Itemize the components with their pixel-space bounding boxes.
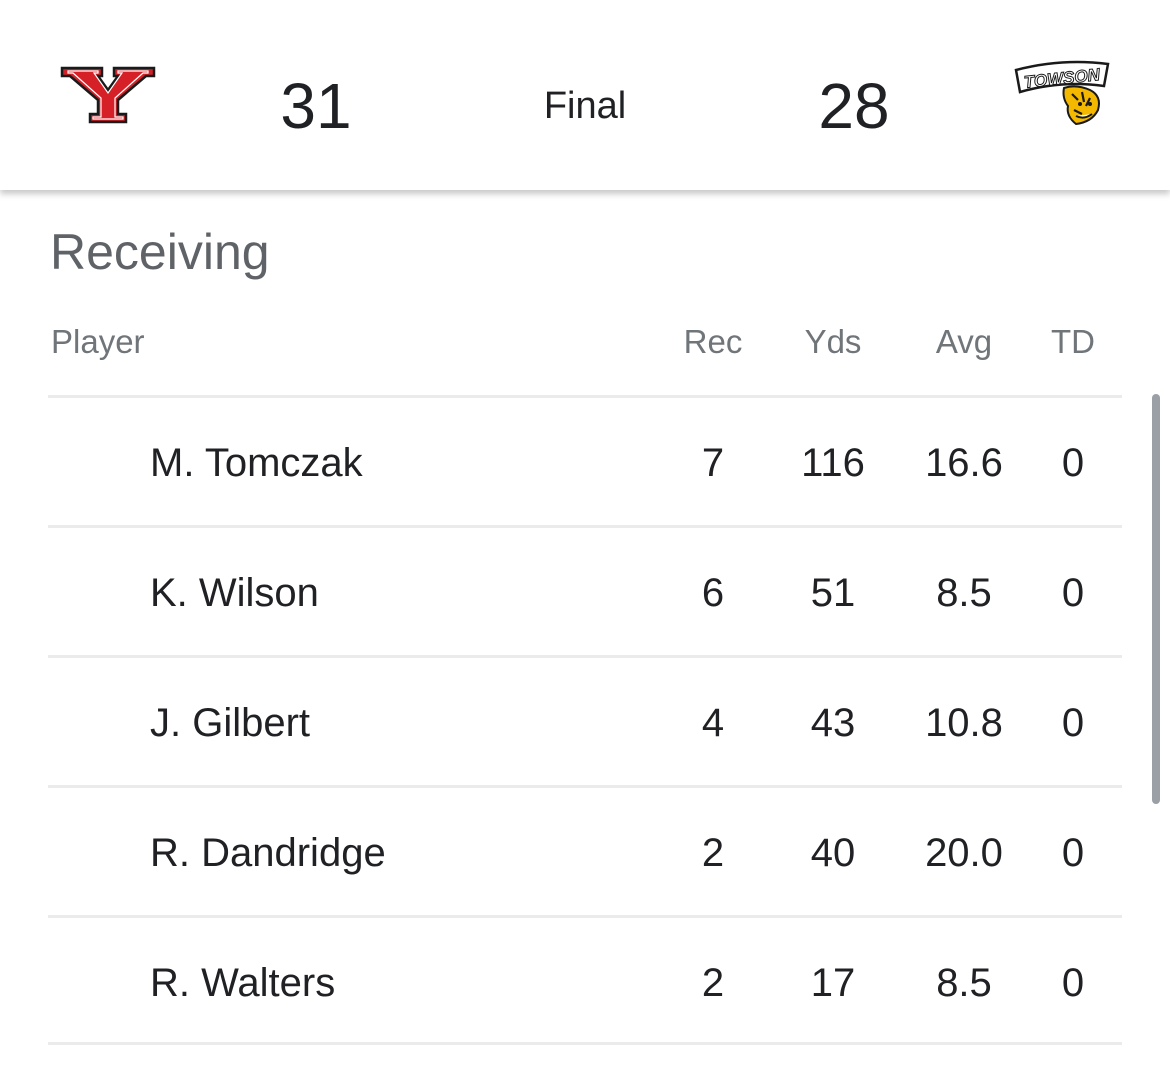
vertical-scrollbar[interactable] [1152, 394, 1160, 804]
column-header-avg: Avg [935, 323, 993, 360]
stat-yds: 51 [810, 571, 856, 615]
stat-yds: 40 [810, 831, 856, 875]
stat-rec: 2 [701, 961, 725, 1005]
away-team-score: 28 [818, 70, 890, 142]
stat-yds: 17 [810, 961, 856, 1005]
stat-rec: 7 [701, 441, 725, 485]
column-header-td: TD [1051, 323, 1095, 360]
table-row[interactable]: K. Wilson 6 51 8.5 0 [48, 525, 1122, 655]
stat-td: 0 [1061, 571, 1085, 615]
player-name[interactable]: J. Gilbert [150, 701, 311, 745]
stat-td: 0 [1061, 441, 1085, 485]
stat-avg: 16.6 [925, 441, 1003, 485]
stat-td: 0 [1061, 701, 1085, 745]
towson-tigers-logo-icon[interactable]: TOWSON [1012, 58, 1112, 130]
stat-avg: 8.5 [936, 571, 992, 615]
stat-rec: 6 [701, 571, 725, 615]
stat-rec: 4 [701, 701, 725, 745]
stat-td: 0 [1061, 831, 1085, 875]
stat-yds: 43 [810, 701, 856, 745]
table-row[interactable]: R. Dandridge 2 40 20.0 0 [48, 785, 1122, 915]
player-name[interactable]: M. Tomczak [150, 441, 363, 485]
table-header: Player Rec Yds Avg TD [48, 320, 1122, 366]
player-name[interactable]: R. Dandridge [150, 831, 386, 875]
player-name[interactable]: K. Wilson [150, 571, 319, 615]
section-title: Receiving [50, 224, 270, 280]
table-row[interactable]: R. Walters 2 17 8.5 0 [48, 915, 1122, 1045]
stat-avg: 20.0 [925, 831, 1003, 875]
game-status: Final [543, 85, 627, 127]
table-row[interactable]: J. Gilbert 4 43 10.8 0 [48, 655, 1122, 785]
stat-avg: 8.5 [936, 961, 992, 1005]
stat-avg: 10.8 [925, 701, 1003, 745]
stat-rec: 2 [701, 831, 725, 875]
table-row[interactable]: M. Tomczak 7 116 16.6 0 [48, 395, 1122, 525]
scoreboard-header: 31 Final 28 TOWSON [0, 0, 1170, 190]
receiving-table: M. Tomczak 7 116 16.6 0 K. Wilson 6 51 8… [48, 395, 1122, 1045]
ysu-y-logo-icon[interactable] [58, 62, 158, 126]
column-header-rec: Rec [683, 323, 743, 360]
column-header-player: Player [51, 323, 145, 360]
stat-td: 0 [1061, 961, 1085, 1005]
player-name[interactable]: R. Walters [150, 961, 336, 1005]
home-team-score: 31 [280, 70, 352, 142]
stat-yds: 116 [801, 441, 865, 485]
column-header-yds: Yds [804, 323, 862, 360]
